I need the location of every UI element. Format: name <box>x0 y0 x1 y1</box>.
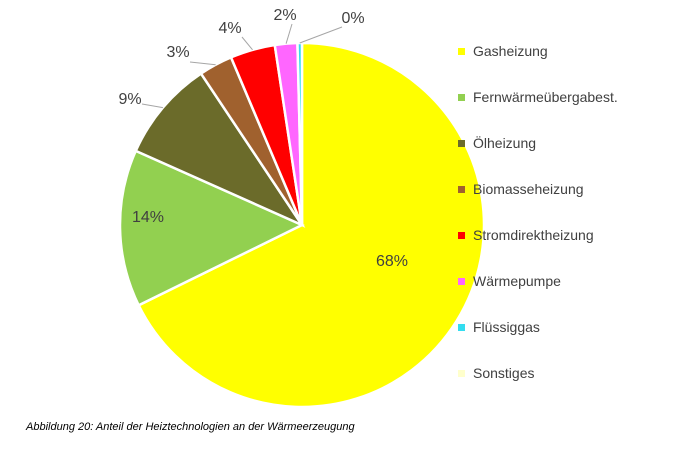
data-label-fernwarmeubergabest: 14% <box>132 209 164 226</box>
legend-swatch <box>458 369 465 377</box>
legend: Gasheizung Fernwärmeübergabest. Ölheizung B… <box>458 28 618 396</box>
legend-swatch <box>458 185 465 193</box>
legend-label: Wärmepumpe <box>473 273 561 289</box>
legend-item-olheizung: Ölheizung <box>458 120 618 166</box>
leader-line-olheizung <box>141 103 163 109</box>
data-label-stromdirektheizung: 4% <box>218 20 241 37</box>
legend-swatch <box>458 93 465 101</box>
data-label-flussiggas: 0% <box>341 10 364 27</box>
legend-swatch <box>458 277 465 285</box>
legend-label: Sonstiges <box>473 365 535 381</box>
leader-line-flussiggas <box>299 26 343 44</box>
legend-swatch <box>458 231 465 239</box>
leader-lines <box>141 23 343 109</box>
leader-line-stromdirektheizung <box>241 36 253 51</box>
legend-item-fernwarmeubergabest: Fernwärmeübergabest. <box>458 74 618 120</box>
legend-label: Biomasseheizung <box>473 181 584 197</box>
data-labels: 68% 14% 9% 3% 4% 2% 0% <box>118 7 408 270</box>
legend-label: Flüssiggas <box>473 319 540 335</box>
legend-swatch <box>458 47 465 55</box>
legend-item-gasheizung: Gasheizung <box>458 28 618 74</box>
leader-line-warmepumpe <box>285 23 293 44</box>
slice-olheizung <box>134 71 306 228</box>
legend-label: Fernwärmeübergabest. <box>473 89 618 105</box>
legend-swatch <box>458 139 465 147</box>
legend-item-warmepumpe: Wärmepumpe <box>458 258 618 304</box>
slice-gasheizung <box>136 41 486 409</box>
legend-swatch <box>458 323 465 331</box>
leader-line-biomasseheizung <box>189 61 216 66</box>
legend-item-sonstiges: Sonstiges <box>458 350 618 396</box>
legend-label: Stromdirektheizung <box>473 227 594 243</box>
pie-chart: 68% 14% 9% 3% 4% 2% 0% <box>118 7 486 409</box>
data-label-warmepumpe: 2% <box>273 7 296 24</box>
slice-fernwarmeubergabest <box>118 149 305 307</box>
data-label-olheizung: 9% <box>118 91 141 108</box>
legend-item-biomasseheizung: Biomasseheizung <box>458 166 618 212</box>
legend-label: Ölheizung <box>473 135 537 151</box>
figure-caption: Abbildung 20: Anteil der Heiztechnologie… <box>26 421 355 433</box>
legend-item-flussiggas: Flüssiggas <box>458 304 618 350</box>
pie-slices <box>118 41 486 409</box>
data-label-biomasseheizung: 3% <box>166 44 189 61</box>
legend-item-stromdirektheizung: Stromdirektheizung <box>458 212 618 258</box>
legend-label: Gasheizung <box>473 43 548 59</box>
data-label-gasheizung: 68% <box>376 253 408 270</box>
